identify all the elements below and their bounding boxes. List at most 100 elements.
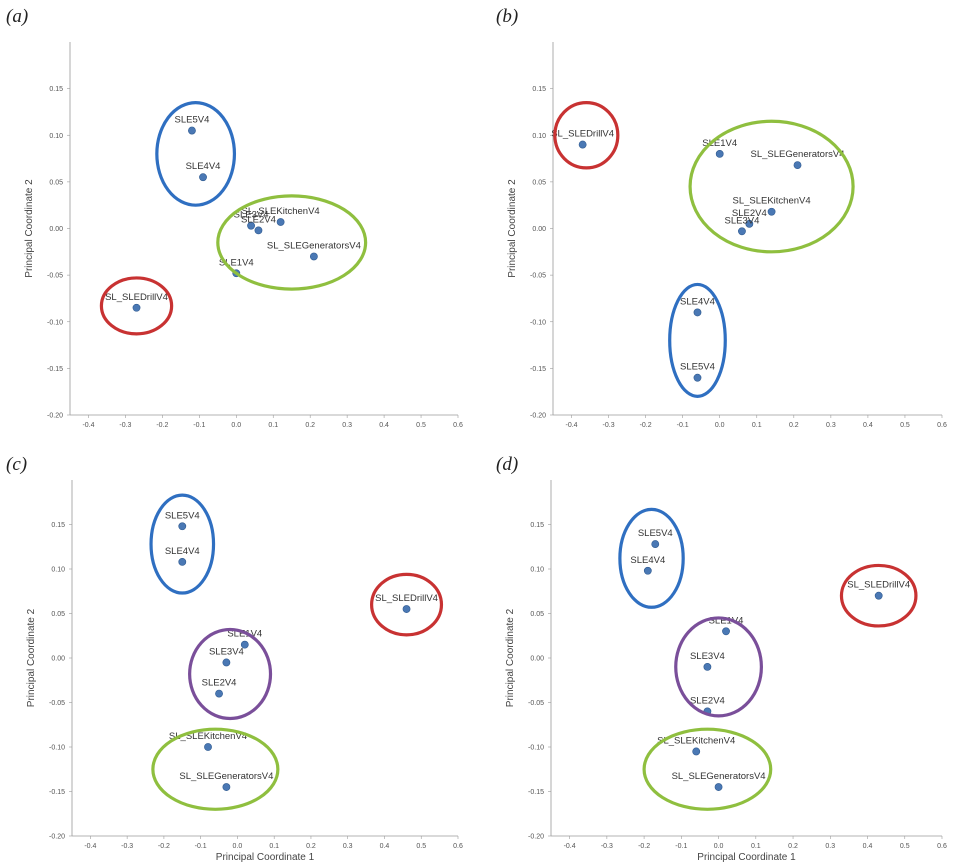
x-tick-label: 0.6: [453, 843, 463, 850]
data-point: [643, 566, 652, 575]
x-tick-label: -0.3: [603, 422, 615, 429]
y-tick-label: 0.10: [49, 133, 63, 140]
data-point: [276, 218, 285, 226]
point-label: SLE5V4: [175, 115, 210, 126]
cluster-ellipse: [674, 616, 763, 718]
y-tick-label: 0.05: [530, 611, 544, 618]
point-label: SLE1V4: [219, 257, 254, 268]
x-tick-label: 0.4: [863, 422, 873, 429]
cluster-ellipse: [155, 101, 237, 207]
y-tick-label: -0.10: [528, 745, 544, 752]
data-point: [240, 640, 249, 649]
data-point: [215, 689, 223, 698]
x-tick-label: 0.3: [343, 843, 353, 850]
data-point: [693, 308, 702, 317]
panel-label: (c): [6, 454, 27, 475]
y-tick-label: -0.05: [47, 273, 63, 280]
y-tick-label: 0.00: [530, 656, 544, 663]
data-point: [693, 373, 702, 382]
y-tick-label: -0.10: [47, 319, 63, 326]
data-point: [402, 605, 411, 613]
data-point: [254, 226, 263, 235]
cluster-ellipse: [553, 101, 620, 170]
y-tick-label: 0.00: [49, 226, 63, 233]
x-axis-title: Principal Coordinate 1: [216, 852, 315, 862]
data-point: [793, 161, 802, 169]
y-tick-label: -0.15: [528, 789, 544, 796]
y-tick-label: 0.10: [51, 567, 65, 574]
point-label: SL_SLEDrillV4: [847, 580, 910, 591]
y-tick-label: -0.20: [530, 413, 546, 420]
x-tick-label: 0.1: [752, 422, 762, 429]
cluster-ellipse: [99, 276, 174, 336]
x-tick-label: 0.4: [380, 843, 390, 850]
panel-label: (a): [6, 6, 28, 27]
x-tick-label: -0.4: [565, 422, 577, 429]
point-label: SLE3V4: [209, 646, 244, 657]
x-tick-label: -0.4: [82, 422, 94, 429]
x-tick-label: 0.2: [789, 422, 799, 429]
x-tick-label: -0.2: [158, 843, 170, 850]
point-label: SLE3V4: [690, 651, 725, 662]
data-point: [132, 303, 141, 312]
x-tick-label: 0.2: [305, 422, 315, 429]
x-tick-label: 0.0: [714, 843, 724, 850]
data-point: [703, 663, 712, 671]
point-label: SLE4V4: [680, 296, 715, 307]
x-tick-label: -0.2: [638, 843, 650, 850]
y-tick-label: 0.00: [532, 226, 546, 233]
data-point: [204, 743, 212, 751]
cluster-ellipse: [188, 627, 273, 721]
panel-d: (d) 0.15 0.10 0.05 0.00 -0.05 -0.10 -0.15 -0.20 -…: [496, 454, 947, 862]
data-point: [692, 747, 701, 756]
point-label: SLE4V4: [186, 161, 221, 172]
x-tick-label: -0.1: [193, 422, 205, 429]
panel-b: (b) 0.15 0.10 0.05 0.00 -0.05 -0.10 -0.15 -0.20 -…: [496, 6, 947, 429]
data-point: [745, 219, 754, 228]
data-point: [178, 557, 187, 566]
x-tick-label: 0.3: [825, 843, 835, 850]
data-point: [199, 173, 207, 182]
data-point: [874, 591, 883, 600]
y-tick-label: -0.20: [49, 834, 65, 841]
cluster-ellipse: [668, 282, 727, 398]
point-label: SLE2V4: [732, 208, 767, 219]
y-tick-label: -0.15: [530, 366, 546, 373]
point-label: SLE5V4: [165, 510, 200, 521]
x-tick-label: 0.1: [269, 843, 279, 850]
x-tick-label: 0.5: [900, 843, 910, 850]
point-label: SLE1V4: [702, 138, 737, 149]
point-label: SL_SLEGeneratorsV4: [751, 149, 845, 160]
y-tick-label: 0.10: [532, 133, 546, 140]
y-axis-title: Principal Coordinate 2: [26, 608, 37, 707]
y-tick-label: -0.05: [528, 700, 544, 707]
data-point: [222, 783, 231, 791]
y-tick-label: 0.05: [532, 179, 546, 186]
point-label: SL_SLEKitchenV4: [657, 735, 735, 746]
point-label: SLE2V4: [202, 678, 237, 689]
cluster-ellipse: [839, 563, 918, 628]
y-tick-label: 0.15: [51, 522, 65, 529]
data-point: [222, 658, 231, 667]
data-point: [188, 126, 196, 135]
data-point: [714, 783, 723, 791]
y-tick-label: -0.05: [530, 273, 546, 280]
data-point: [578, 140, 587, 149]
data-point: [178, 522, 187, 531]
data-point: [722, 627, 730, 636]
x-tick-label: -0.1: [677, 422, 689, 429]
y-tick-label: 0.05: [49, 179, 63, 186]
point-label: SLE4V4: [165, 546, 200, 557]
cluster-ellipse: [151, 727, 280, 811]
point-label: SLE3V4: [725, 215, 760, 226]
x-tick-label: 0.3: [826, 422, 836, 429]
data-point: [738, 227, 746, 236]
y-tick-label: -0.20: [528, 834, 544, 841]
y-tick-label: 0.15: [49, 86, 63, 93]
point-label: SLE5V4: [638, 528, 673, 539]
point-label: SL_SLEKitchenV4: [242, 206, 320, 217]
point-label: SLE2V4: [241, 214, 276, 225]
point-label: SL_SLEDrillV4: [551, 129, 614, 140]
point-label: SL_SLEDrillV4: [375, 593, 438, 604]
